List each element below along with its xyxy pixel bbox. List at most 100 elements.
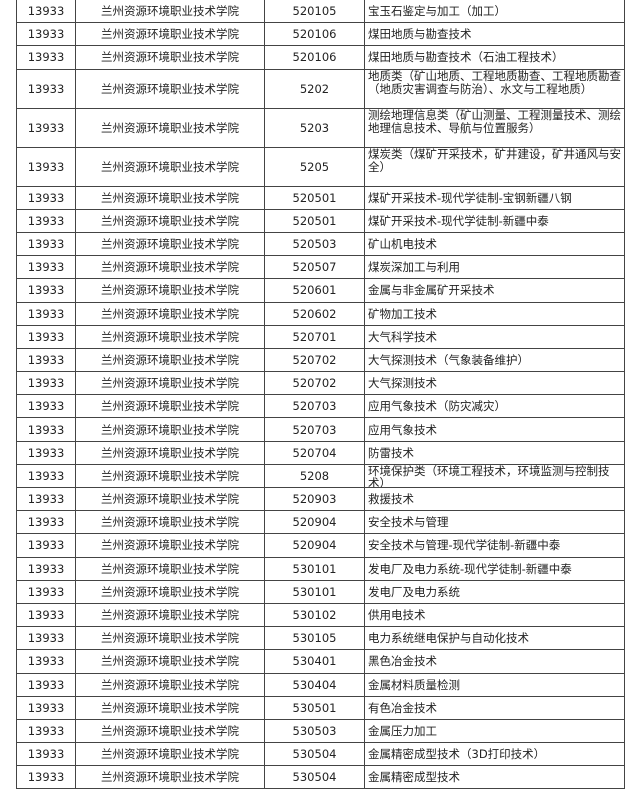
major-name-cell-text: 防雷技术: [368, 445, 414, 460]
major-code-cell: 520702: [264, 371, 365, 396]
school-code-cell-text: 13933: [27, 677, 65, 692]
school-name-cell: 兰州资源环境职业技术学院: [75, 394, 265, 419]
school-code-cell: 13933: [16, 765, 76, 790]
school-code-cell-text: 13933: [27, 422, 65, 437]
school-code-cell: 13933: [16, 22, 76, 47]
table-row: 13933 兰州资源环境职业技术学院 520703 应用气象技术（防灾减灾）: [16, 394, 625, 419]
school-code-cell: 13933: [16, 371, 76, 396]
school-name-cell: 兰州资源环境职业技术学院: [75, 0, 265, 24]
school-name-cell: 兰州资源环境职业技术学院: [75, 579, 265, 604]
major-name-cell-text: 宝玉石鉴定与加工（加工）: [368, 4, 506, 19]
major-code-cell: 530504: [264, 765, 365, 790]
major-code-cell: 520703: [264, 417, 365, 442]
major-code-cell-text: 520701: [292, 329, 337, 344]
table-row: 13933 兰州资源环境职业技术学院 530504 金属精密成型技术: [16, 765, 625, 790]
major-code-cell-text: 520903: [292, 492, 337, 507]
major-name-cell: 宝玉石鉴定与加工（加工）: [364, 0, 625, 24]
school-name-cell-text: 兰州资源环境职业技术学院: [101, 399, 239, 414]
school-code-cell-text: 13933: [27, 120, 65, 135]
school-code-cell-text: 13933: [27, 329, 65, 344]
table-row: 13933 兰州资源环境职业技术学院 520602 矿物加工技术: [16, 301, 625, 326]
major-code-cell-text: 520503: [292, 237, 337, 252]
major-name-cell: 防雷技术: [364, 440, 625, 465]
school-name-cell-text: 兰州资源环境职业技术学院: [101, 468, 239, 483]
school-name-cell: 兰州资源环境职业技术学院: [75, 533, 265, 558]
major-code-cell-text: 520507: [292, 260, 337, 275]
table-row: 13933 兰州资源环境职业技术学院 530101 发电厂及电力系统: [16, 579, 625, 604]
school-code-cell-text: 13933: [27, 352, 65, 367]
school-code-cell-text: 13933: [27, 283, 65, 298]
school-name-cell: 兰州资源环境职业技术学院: [75, 371, 265, 396]
school-name-cell: 兰州资源环境职业技术学院: [75, 208, 265, 233]
major-code-cell-text: 530102: [292, 608, 337, 623]
major-name-cell: 大气探测技术: [364, 371, 625, 396]
major-code-cell: 5205: [264, 146, 365, 187]
major-name-cell-text: 有色冶金技术: [368, 700, 437, 715]
major-code-cell: 520903: [264, 486, 365, 512]
school-code-cell-text: 13933: [27, 723, 65, 738]
major-code-cell-text: 520105: [292, 4, 337, 19]
major-name-cell: 煤炭深加工与利用: [364, 255, 625, 280]
table-row: 13933 兰州资源环境职业技术学院 520106 煤田地质与勘查技术（石油工程技术）: [16, 45, 625, 70]
major-code-cell: 520701: [264, 324, 365, 349]
major-name-cell-text: 煤矿开采技术-现代学徒制-宝钢新疆八钢: [368, 190, 572, 205]
major-code-cell-text: 530504: [292, 747, 337, 762]
major-code-cell: 520105: [264, 0, 365, 24]
school-code-cell-text: 13933: [27, 747, 65, 762]
school-name-cell-text: 兰州资源环境职业技术学院: [101, 81, 239, 96]
school-name-cell-text: 兰州资源环境职业技术学院: [101, 306, 239, 321]
major-name-cell: 安全技术与管理: [364, 510, 625, 535]
major-name-cell-text: 金属压力加工: [368, 723, 437, 738]
major-name-cell-text: 煤田地质与勘查技术: [368, 27, 472, 42]
table-row: 13933 兰州资源环境职业技术学院 530504 金属精密成型技术（3D打印技术）: [16, 742, 625, 767]
major-name-cell-text: 环境保护类（环境工程技术，环境监测与控制技术）: [368, 464, 610, 487]
school-name-cell-text: 兰州资源环境职业技术学院: [101, 190, 239, 205]
major-code-cell-text: 520704: [292, 445, 337, 460]
school-name-cell-text: 兰州资源环境职业技术学院: [101, 213, 239, 228]
school-name-cell: 兰州资源环境职业技术学院: [75, 440, 265, 465]
major-name-cell-text: 发电厂及电力系统: [368, 584, 460, 599]
school-name-cell: 兰州资源环境职业技术学院: [75, 695, 265, 720]
major-name-cell-text: 金属材料质量检测: [368, 677, 460, 692]
major-name-cell: 发电厂及电力系统: [364, 579, 625, 604]
major-name-cell-text: 矿物加工技术: [368, 306, 437, 321]
table-row: 13933 兰州资源环境职业技术学院 520601 金属与非金属矿开采技术: [16, 278, 625, 303]
school-name-cell: 兰州资源环境职业技术学院: [75, 231, 265, 257]
school-name-cell-text: 兰州资源环境职业技术学院: [101, 352, 239, 367]
school-name-cell-text: 兰州资源环境职业技术学院: [101, 677, 239, 692]
school-name-cell: 兰州资源环境职业技术学院: [75, 107, 265, 148]
major-code-cell-text: 520702: [292, 376, 337, 391]
major-name-cell: 应用气象技术: [364, 417, 625, 442]
major-code-cell-text: 530101: [292, 561, 337, 576]
school-code-cell: 13933: [16, 649, 76, 674]
major-name-cell: 救援技术: [364, 486, 625, 512]
major-code-cell-text: 520501: [292, 190, 337, 205]
major-code-cell: 520904: [264, 533, 365, 558]
major-name-cell: 大气科学技术: [364, 324, 625, 349]
major-name-cell-text: 大气探测技术: [368, 376, 437, 391]
major-code-cell-text: 530401: [292, 654, 337, 669]
major-name-cell-text: 煤炭类（煤矿开采技术，矿井建设，矿井通风与安全）: [368, 147, 621, 175]
major-code-cell: 520106: [264, 45, 365, 70]
school-name-cell-text: 兰州资源环境职业技术学院: [101, 159, 239, 174]
school-code-cell-text: 13933: [27, 770, 65, 785]
school-code-cell: 13933: [16, 672, 76, 697]
school-name-cell-text: 兰州资源环境职业技术学院: [101, 770, 239, 785]
school-name-cell-text: 兰州资源环境职业技术学院: [101, 260, 239, 275]
major-code-cell-text: 5208: [299, 468, 330, 483]
school-name-cell: 兰州资源环境职业技术学院: [75, 742, 265, 767]
school-name-cell-text: 兰州资源环境职业技术学院: [101, 654, 239, 669]
table-row: 13933 兰州资源环境职业技术学院 520704 防雷技术: [16, 440, 625, 465]
school-name-cell: 兰州资源环境职业技术学院: [75, 255, 265, 280]
major-code-cell-text: 520501: [292, 213, 337, 228]
major-name-cell: 金属精密成型技术（3D打印技术）: [364, 742, 625, 767]
major-code-cell: 520601: [264, 278, 365, 303]
school-code-cell: 13933: [16, 278, 76, 303]
major-name-cell: 煤炭类（煤矿开采技术，矿井建设，矿井通风与安全）: [364, 146, 625, 187]
school-code-cell-text: 13933: [27, 399, 65, 414]
major-name-cell-text: 黑色冶金技术: [368, 654, 437, 669]
school-code-cell: 13933: [16, 301, 76, 326]
major-name-cell-text: 电力系统继电保护与自动化技术: [368, 631, 529, 646]
table-row: 13933 兰州资源环境职业技术学院 530102 供用电技术: [16, 602, 625, 628]
school-name-cell-text: 兰州资源环境职业技术学院: [101, 422, 239, 437]
